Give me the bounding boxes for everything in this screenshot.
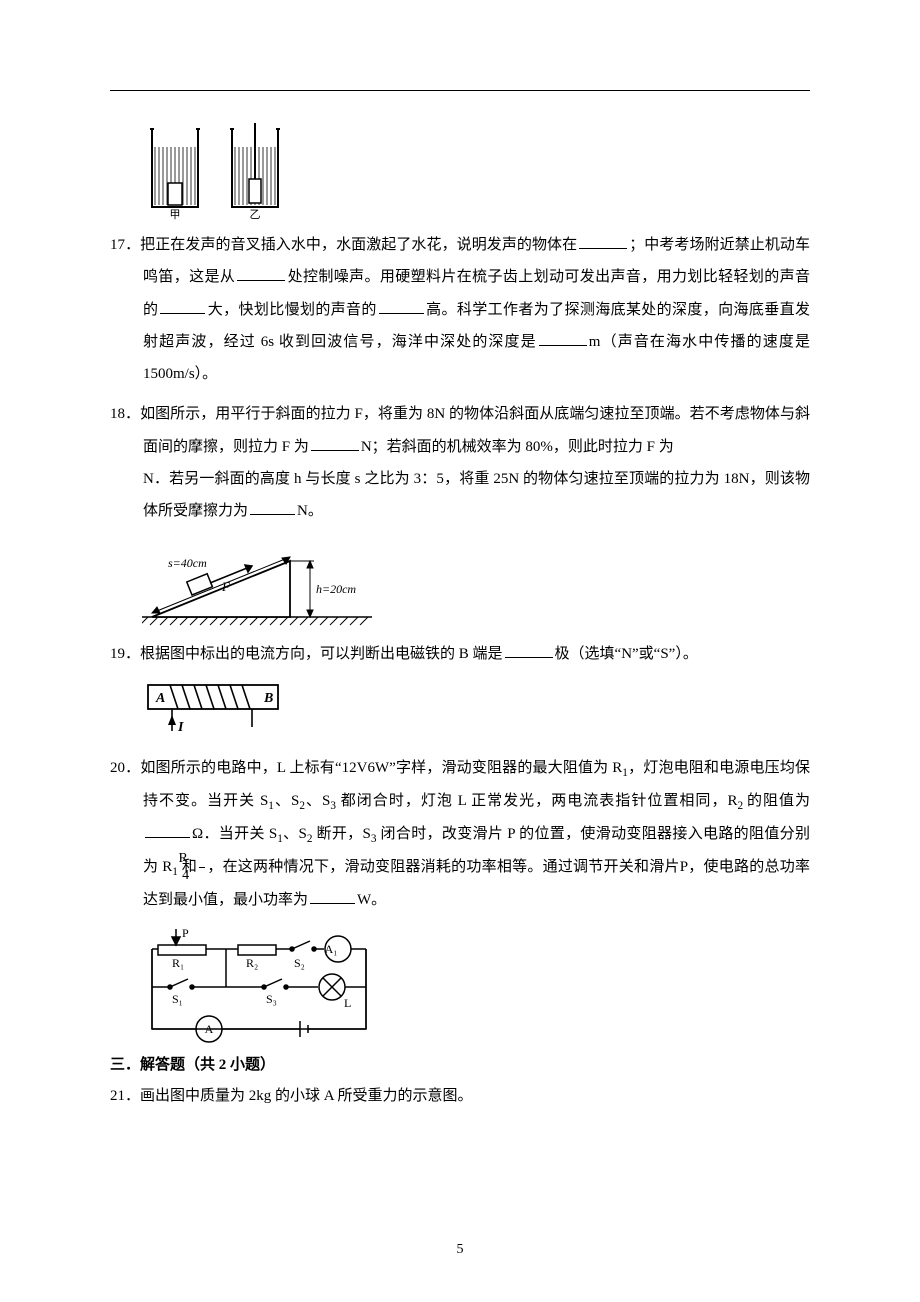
circ-A: A [205, 1022, 214, 1036]
q20-blank2 [310, 888, 355, 904]
circ-R1: R₁ [172, 956, 184, 970]
beaker-right-label: 乙 [250, 208, 261, 221]
q18-num: 18． [110, 406, 140, 422]
electromagnet-svg: A B I [142, 679, 302, 744]
em-B: B [263, 691, 273, 706]
q18-blank2 [250, 499, 295, 515]
q19-num: 19． [110, 646, 140, 662]
incline-svg: F s=40cm h=20cm [142, 535, 372, 630]
circ-S3: S₃ [266, 992, 277, 1006]
circ-S2: S₂ [294, 956, 305, 970]
q17-s1: 把正在发声的音叉插入水中，水面激起了水花，说明发声的物体在 [140, 237, 577, 253]
q19-blank1 [505, 642, 553, 658]
beaker-left-label: 甲 [170, 209, 181, 221]
q19-s2: 极（选填“N”或“S”）。 [555, 646, 698, 662]
q18-s3: N．若另一斜面的高度 h 与长度 s 之比为 3：5，将重 25N 的物体匀速拉… [143, 471, 810, 519]
q17-num: 17． [110, 237, 140, 253]
q20-s1e: 都闭合时，灯泡 L 正常发光，两电流表指针位置相同，R [336, 793, 738, 809]
figure-beakers: 甲 乙 [142, 121, 810, 221]
q20-s1f: 的阻值为 [747, 793, 810, 809]
question-20: 20．如图所示的电路中，L 上标有“12V6W”字样，滑动变阻器的最大阻值为 R… [110, 752, 810, 917]
q19-s1: 根据图中标出的电流方向，可以判断出电磁铁的 B 端是 [140, 646, 503, 662]
q20-s2c: 断开，S [312, 826, 370, 842]
section-3-header: 三．解答题（共 2 小题） [110, 1053, 810, 1074]
figure-incline: F s=40cm h=20cm [142, 535, 810, 630]
question-19: 19．根据图中标出的电流方向，可以判断出电磁铁的 B 端是 极（选填“N”或“S”… [110, 638, 810, 670]
circ-L: L [344, 996, 351, 1010]
q18-s4: N。 [297, 503, 323, 519]
q20-s4: W。 [357, 892, 386, 908]
top-rule [110, 90, 810, 91]
circ-R2: R₂ [246, 956, 258, 970]
question-17: 17．把正在发声的音叉插入水中，水面激起了水花，说明发声的物体在；中考考场附近禁… [110, 229, 810, 390]
circ-A1: A₁ [325, 942, 338, 956]
page: 甲 乙 17．把正在发声的音叉插入水中，水面激起了水花，说明发声的物体在；中考 [0, 0, 920, 1302]
q18-blank1 [311, 435, 359, 451]
q17-s4: 大，快划比慢划的声音的 [207, 302, 376, 318]
q20-s1c: 、S [274, 793, 299, 809]
circ-S1: S₁ [172, 992, 183, 1006]
q17-blank1 [579, 233, 627, 249]
em-I: I [177, 720, 184, 735]
question-21: 21．画出图中质量为 2kg 的小球 A 所受重力的示意图。 [110, 1080, 810, 1112]
q20-fraction: R₁4 [199, 852, 205, 883]
figure-circuit: P R₁ R₂ S₂ A₁ S₁ S₃ L A [142, 925, 810, 1045]
q20-s2: Ω．当开关 S [192, 826, 277, 842]
q20-s2b: 、S [283, 826, 307, 842]
em-A: A [155, 691, 165, 706]
q20-s3: ，在这两种情况下，滑动变阻器消耗的功率相等。通过调节开关和滑片P，使电路的总功率… [143, 859, 810, 908]
q20-s1d: 、S [305, 793, 330, 809]
q20-frac-den: 4 [199, 868, 205, 883]
q20-s1: 如图所示的电路中，L 上标有“12V6W”字样，滑动变阻器的最大阻值为 R [140, 760, 622, 776]
q17-blank2 [237, 265, 285, 281]
q17-blank4 [379, 298, 424, 314]
q21-s1: 画出图中质量为 2kg 的小球 A 所受重力的示意图。 [140, 1088, 473, 1104]
question-18: 18．如图所示，用平行于斜面的拉力 F，将重为 8N 的物体沿斜面从底端匀速拉至… [110, 398, 810, 527]
q20-num: 20． [110, 760, 140, 776]
q18-s2: N；若斜面的机械效率为 80%，则此时拉力 F 为 [361, 439, 674, 455]
incline-s-label: s=40cm [168, 556, 207, 570]
circuit-svg: P R₁ R₂ S₂ A₁ S₁ S₃ L A [142, 925, 382, 1045]
circ-P: P [182, 926, 189, 940]
beakers-svg: 甲 乙 [142, 121, 302, 221]
figure-electromagnet: A B I [142, 679, 810, 744]
incline-h-label: h=20cm [316, 582, 356, 596]
q17-blank3 [160, 298, 205, 314]
page-number: 5 [0, 1242, 920, 1258]
q21-num: 21． [110, 1088, 140, 1104]
q20-frac-num: R₁ [199, 852, 205, 868]
q17-blank5 [539, 330, 587, 346]
q20-blank1 [145, 822, 190, 838]
